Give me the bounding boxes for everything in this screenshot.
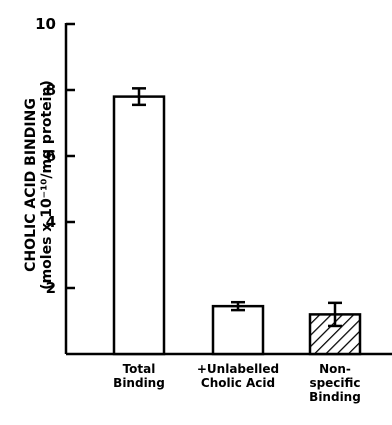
y-ticks: 2 4 6 8 10 — [35, 15, 75, 297]
category-labels: Total Binding+Unlabelled Cholic AcidNon-sp… — [113, 362, 361, 404]
bars — [112, 95, 362, 356]
y-tick-label: 6 — [46, 147, 56, 165]
y-tick-label: 8 — [46, 81, 56, 99]
category-label: Total Binding — [113, 362, 165, 390]
y-tick-label: 2 — [46, 279, 56, 297]
category-label: +Unlabelled Cholic Acid — [197, 362, 279, 390]
category-label-line: Binding — [113, 376, 165, 390]
error-bars — [132, 87, 342, 328]
category-label: Non-specific Binding — [309, 362, 361, 404]
category-label-line: Total — [123, 362, 156, 376]
y-tick-label: 4 — [46, 213, 56, 231]
bar — [112, 95, 166, 356]
category-label-line: Cholic Acid — [201, 376, 275, 390]
y-axis-label-line2: (moles x 10⁻¹⁰/mg protein) — [39, 80, 55, 290]
y-axis-label: CHOLIC ACID BINDING (moles x 10⁻¹⁰/mg pr… — [23, 80, 55, 290]
category-label-line: specific — [309, 376, 360, 390]
category-label-line: Binding — [309, 390, 361, 404]
bar — [211, 304, 265, 356]
category-label-line: +Unlabelled — [197, 362, 279, 376]
category-label-line: Non- — [319, 362, 351, 376]
y-axis-label-line1: CHOLIC ACID BINDING — [23, 98, 39, 272]
y-tick-label: 10 — [35, 15, 56, 33]
